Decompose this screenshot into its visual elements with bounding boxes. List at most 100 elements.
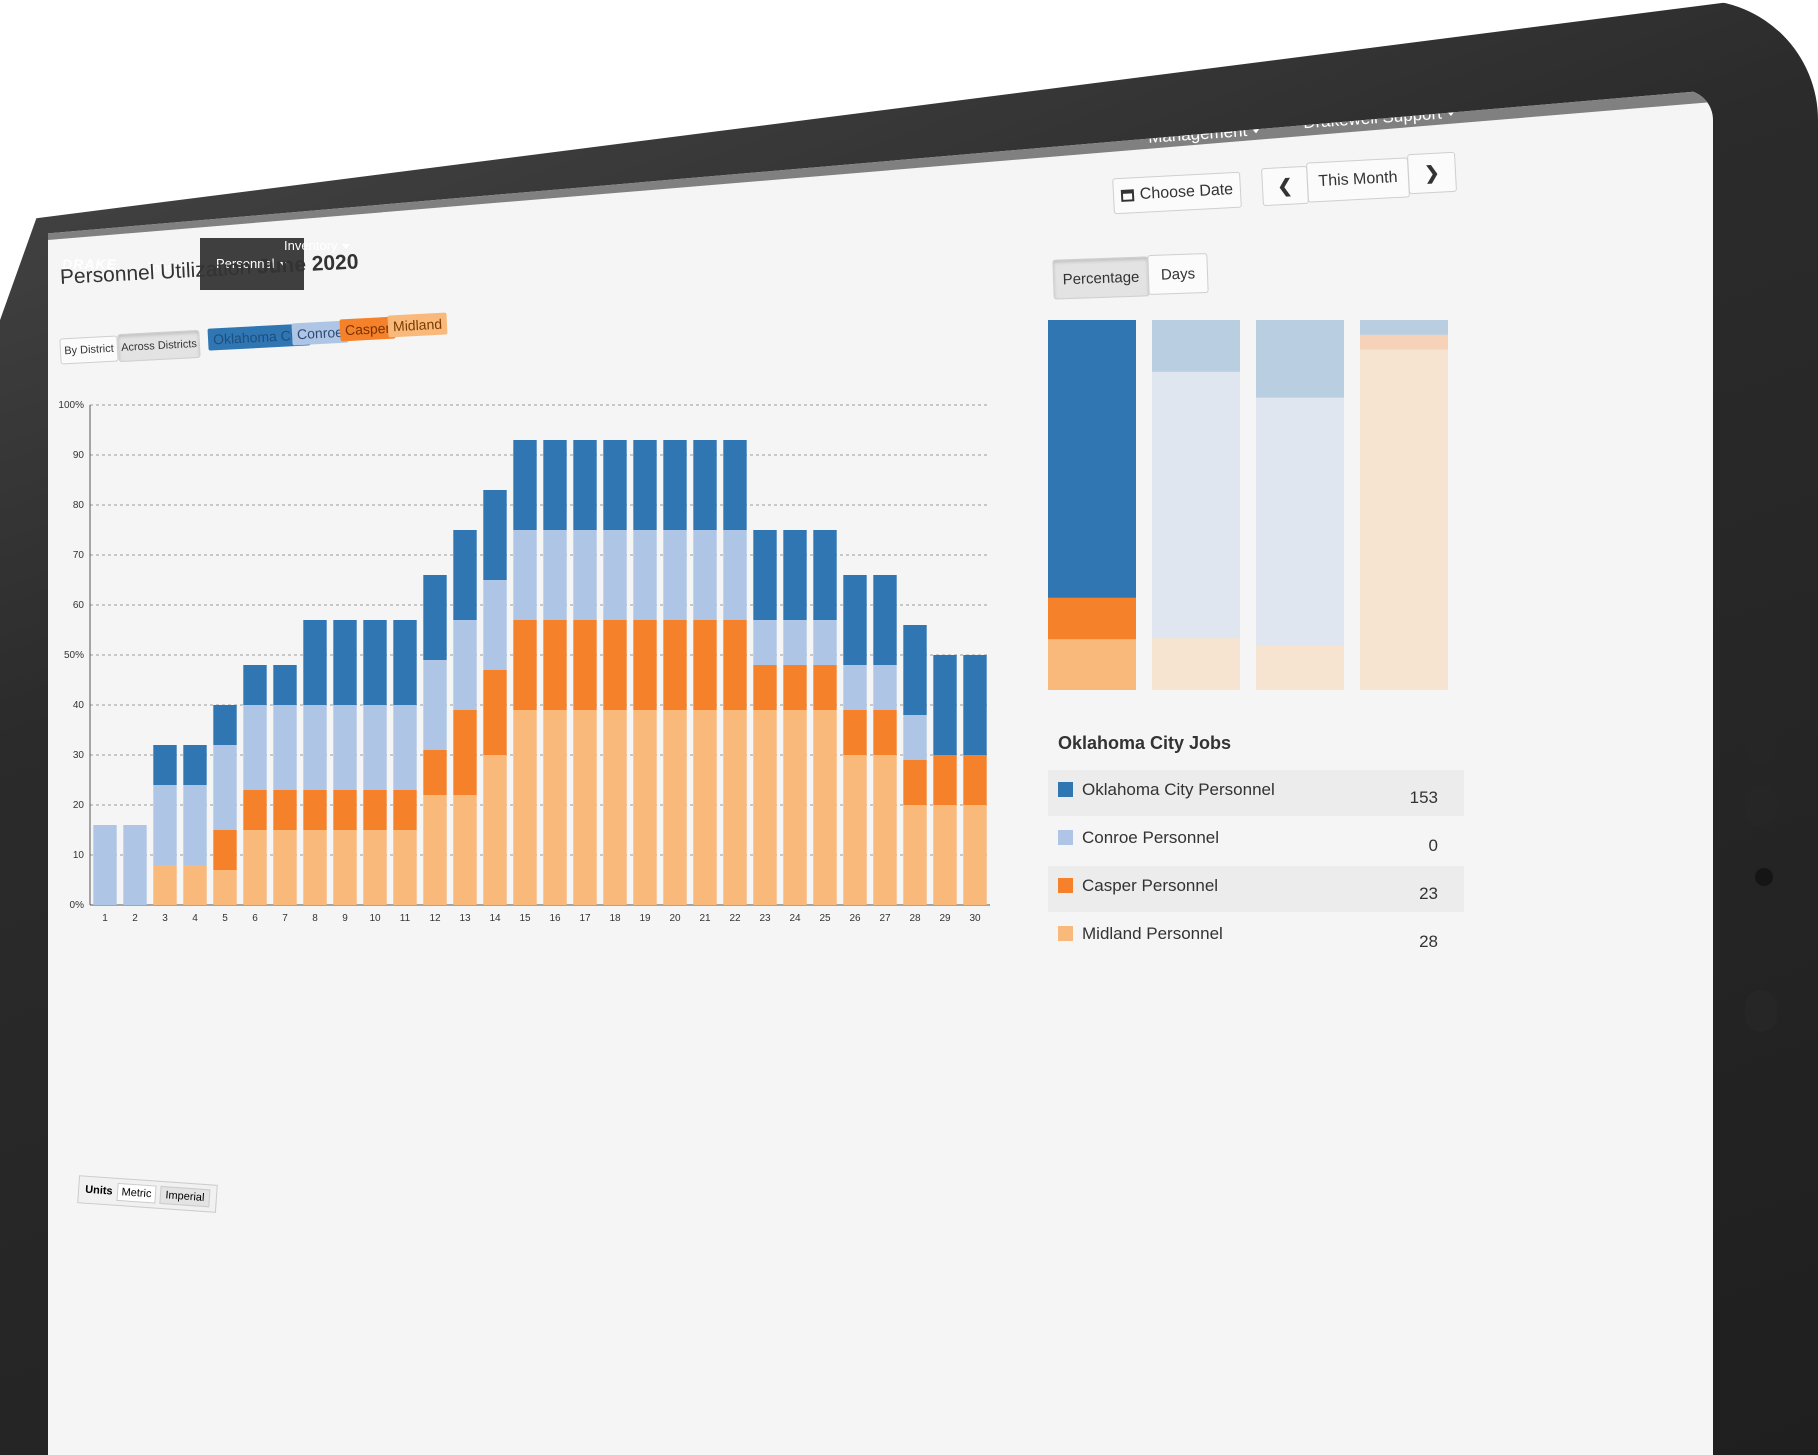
bar-segment-conroe[interactable] (333, 705, 357, 790)
bar-segment-midland[interactable] (633, 710, 657, 905)
bar-segment-casper[interactable] (903, 760, 927, 805)
nav-item-personnel[interactable]: Personnel (200, 238, 304, 290)
percent-segment-conroe[interactable] (1256, 397, 1344, 646)
bar-segment-oklahoma-city[interactable] (363, 620, 387, 705)
bar-segment-midland[interactable] (603, 710, 627, 905)
bar-segment-casper[interactable] (603, 620, 627, 710)
percent-segment-conroe[interactable] (1152, 371, 1240, 639)
bar-segment-conroe[interactable] (213, 745, 237, 830)
bar-segment-oklahoma-city[interactable] (483, 490, 507, 580)
bar-segment-casper[interactable] (663, 620, 687, 710)
drake-logo[interactable]: DRAKE (62, 256, 117, 272)
bar-segment-conroe[interactable] (363, 705, 387, 790)
bar-segment-oklahoma-city[interactable] (843, 575, 867, 665)
percent-segment-midland[interactable] (1152, 638, 1240, 690)
bar-segment-midland[interactable] (363, 830, 387, 905)
bar-segment-conroe[interactable] (873, 665, 897, 710)
bar-segment-conroe[interactable] (483, 580, 507, 670)
bar-segment-casper[interactable] (963, 755, 987, 805)
bar-segment-oklahoma-city[interactable] (603, 440, 627, 530)
imperial-option[interactable]: Imperial (159, 1185, 211, 1208)
bar-segment-midland[interactable] (393, 830, 417, 905)
bar-segment-conroe[interactable] (783, 620, 807, 665)
bar-segment-midland[interactable] (153, 865, 177, 905)
bar-segment-oklahoma-city[interactable] (933, 655, 957, 755)
bar-segment-conroe[interactable] (843, 665, 867, 710)
bar-segment-midland[interactable] (243, 830, 267, 905)
bar-segment-casper[interactable] (813, 665, 837, 710)
bar-segment-conroe[interactable] (183, 785, 207, 865)
bar-segment-oklahoma-city[interactable] (903, 625, 927, 715)
percent-segment-oklahoma-city[interactable] (1360, 320, 1448, 335)
percent-segment-midland[interactable] (1048, 639, 1136, 690)
percentage-toggle[interactable]: Percentage (1052, 256, 1150, 300)
bar-segment-oklahoma-city[interactable] (303, 620, 327, 705)
bar-segment-conroe[interactable] (513, 530, 537, 620)
bar-segment-casper[interactable] (213, 830, 237, 870)
bar-segment-midland[interactable] (423, 795, 447, 905)
bar-segment-casper[interactable] (573, 620, 597, 710)
bar-segment-midland[interactable] (543, 710, 567, 905)
bar-segment-casper[interactable] (393, 790, 417, 830)
bar-segment-casper[interactable] (243, 790, 267, 830)
bar-segment-midland[interactable] (573, 710, 597, 905)
bar-segment-oklahoma-city[interactable] (213, 705, 237, 745)
bar-segment-oklahoma-city[interactable] (543, 440, 567, 530)
choose-date-button[interactable]: Choose Date (1112, 171, 1242, 215)
bar-segment-conroe[interactable] (693, 530, 717, 620)
bar-segment-conroe[interactable] (273, 705, 297, 790)
bar-segment-midland[interactable] (513, 710, 537, 905)
bar-segment-midland[interactable] (453, 795, 477, 905)
percent-segment-midland[interactable] (1360, 349, 1448, 690)
bar-segment-casper[interactable] (483, 670, 507, 755)
bar-segment-midland[interactable] (963, 805, 987, 905)
bar-segment-oklahoma-city[interactable] (873, 575, 897, 665)
bar-segment-conroe[interactable] (723, 530, 747, 620)
bar-segment-conroe[interactable] (303, 705, 327, 790)
days-toggle[interactable]: Days (1147, 252, 1209, 296)
bar-segment-conroe[interactable] (123, 825, 147, 905)
bar-segment-oklahoma-city[interactable] (513, 440, 537, 530)
bar-segment-midland[interactable] (903, 805, 927, 905)
bar-segment-conroe[interactable] (243, 705, 267, 790)
bar-segment-oklahoma-city[interactable] (783, 530, 807, 620)
nav-item-jobs[interactable]: Jobs (146, 260, 187, 275)
bar-segment-oklahoma-city[interactable] (693, 440, 717, 530)
bar-segment-oklahoma-city[interactable] (183, 745, 207, 785)
bar-segment-casper[interactable] (543, 620, 567, 710)
bar-segment-midland[interactable] (303, 830, 327, 905)
bar-segment-oklahoma-city[interactable] (753, 530, 777, 620)
bar-segment-casper[interactable] (933, 755, 957, 805)
bar-segment-midland[interactable] (843, 755, 867, 905)
bar-segment-midland[interactable] (723, 710, 747, 905)
bar-segment-midland[interactable] (933, 805, 957, 905)
nav-item-inventory[interactable]: Inventory (284, 238, 351, 253)
bar-segment-casper[interactable] (783, 665, 807, 710)
bar-segment-oklahoma-city[interactable] (963, 655, 987, 755)
bar-segment-conroe[interactable] (573, 530, 597, 620)
percent-segment-casper[interactable] (1048, 597, 1136, 640)
bar-segment-casper[interactable] (753, 665, 777, 710)
bar-segment-midland[interactable] (273, 830, 297, 905)
bar-segment-conroe[interactable] (633, 530, 657, 620)
bar-segment-conroe[interactable] (543, 530, 567, 620)
bar-segment-conroe[interactable] (603, 530, 627, 620)
percent-segment-midland[interactable] (1256, 645, 1344, 690)
bar-segment-casper[interactable] (723, 620, 747, 710)
bar-segment-conroe[interactable] (93, 825, 117, 905)
bar-segment-midland[interactable] (753, 710, 777, 905)
bar-segment-oklahoma-city[interactable] (573, 440, 597, 530)
bar-segment-casper[interactable] (333, 790, 357, 830)
prev-period-button[interactable]: ❮ (1261, 165, 1309, 207)
bar-segment-oklahoma-city[interactable] (153, 745, 177, 785)
bar-segment-casper[interactable] (513, 620, 537, 710)
bar-segment-casper[interactable] (273, 790, 297, 830)
bar-segment-oklahoma-city[interactable] (453, 530, 477, 620)
bar-segment-oklahoma-city[interactable] (423, 575, 447, 660)
bar-segment-casper[interactable] (873, 710, 897, 755)
bar-segment-midland[interactable] (663, 710, 687, 905)
bar-segment-oklahoma-city[interactable] (633, 440, 657, 530)
bar-segment-oklahoma-city[interactable] (723, 440, 747, 530)
bar-segment-conroe[interactable] (393, 705, 417, 790)
bar-segment-casper[interactable] (453, 710, 477, 795)
